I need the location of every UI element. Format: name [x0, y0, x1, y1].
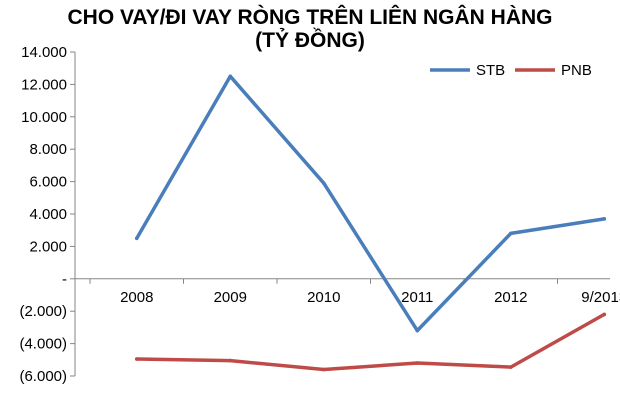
chart-subtitle: (TỶ ĐỒNG) [255, 28, 365, 52]
data-point-stb [228, 74, 233, 79]
y-tick-label: 6.000 [29, 174, 67, 191]
x-tick-label: 2009 [214, 289, 247, 306]
data-point-pnb [602, 312, 607, 317]
data-point-pnb [228, 358, 233, 363]
data-point-pnb [508, 365, 513, 369]
data-point-pnb [415, 361, 420, 365]
data-point-pnb [321, 367, 326, 372]
legend-label-pnb: PNB [561, 62, 592, 79]
y-tick-label: 10.000 [21, 109, 67, 126]
y-tick-label: 4.000 [29, 206, 67, 223]
data-point-pnb [134, 357, 139, 361]
series-line-stb [135, 74, 607, 333]
data-point-stb [321, 181, 326, 186]
x-tick-label: 2008 [120, 289, 153, 306]
y-tick-label: 14.000 [21, 44, 67, 61]
y-tick-label: 2.000 [29, 238, 67, 255]
data-point-stb [134, 236, 139, 241]
legend-label-stb: STB [476, 62, 505, 79]
x-tick-label: 2011 [401, 289, 433, 306]
series-line-pnb [135, 312, 607, 372]
x-tick-label: 9/2013 [581, 289, 620, 306]
x-tick-label: 2012 [494, 289, 527, 306]
y-tick-label: (4.000) [19, 336, 67, 353]
y-tick-label: (6.000) [19, 368, 67, 385]
data-point-stb [602, 217, 607, 221]
series-lines [134, 74, 607, 372]
data-point-stb [508, 231, 513, 236]
y-tick-label: - [62, 271, 67, 288]
y-tick-label: (2.000) [19, 303, 67, 320]
data-point-stb [415, 328, 420, 333]
chart-title: CHO VAY/ĐI VAY RÒNG TRÊN LIÊN NGÂN HÀNG [67, 5, 552, 29]
axes: 14.000 12.000 10.000 8.000 6.000 4.000 2.000 - (… [19, 44, 620, 385]
legend: STB PNB [430, 62, 592, 79]
y-tick-label: 8.000 [29, 141, 67, 158]
x-tick-label: 2010 [307, 289, 340, 306]
y-tick-label: 12.000 [21, 76, 67, 93]
